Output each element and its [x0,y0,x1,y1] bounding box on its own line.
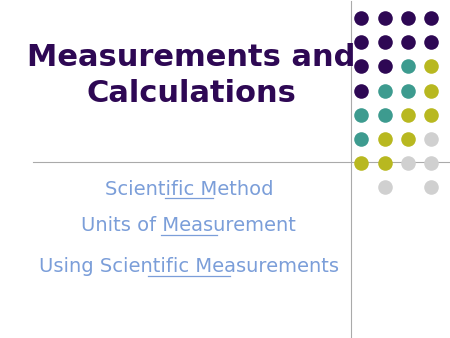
Text: Scientific Method: Scientific Method [105,179,273,199]
Point [358,40,365,45]
Text: Units of Measurement: Units of Measurement [81,216,296,236]
Point [358,160,365,166]
Point [428,16,435,21]
Text: Measurements and
Calculations: Measurements and Calculations [27,43,355,107]
Point [381,185,388,190]
Point [358,88,365,93]
Point [428,40,435,45]
Text: Using Scientific Measurements: Using Scientific Measurements [39,257,339,276]
Point [404,112,411,117]
Point [428,160,435,166]
Point [381,160,388,166]
Point [358,16,365,21]
Point [404,160,411,166]
Point [404,64,411,69]
Point [358,64,365,69]
Point [381,64,388,69]
Point [428,136,435,142]
Point [404,40,411,45]
Point [381,136,388,142]
Point [404,136,411,142]
Point [381,40,388,45]
Point [428,64,435,69]
Point [428,88,435,93]
Point [381,88,388,93]
Point [404,88,411,93]
Point [404,16,411,21]
Point [428,112,435,117]
Point [381,16,388,21]
Point [358,112,365,117]
Point [358,136,365,142]
Point [428,185,435,190]
Point [381,112,388,117]
